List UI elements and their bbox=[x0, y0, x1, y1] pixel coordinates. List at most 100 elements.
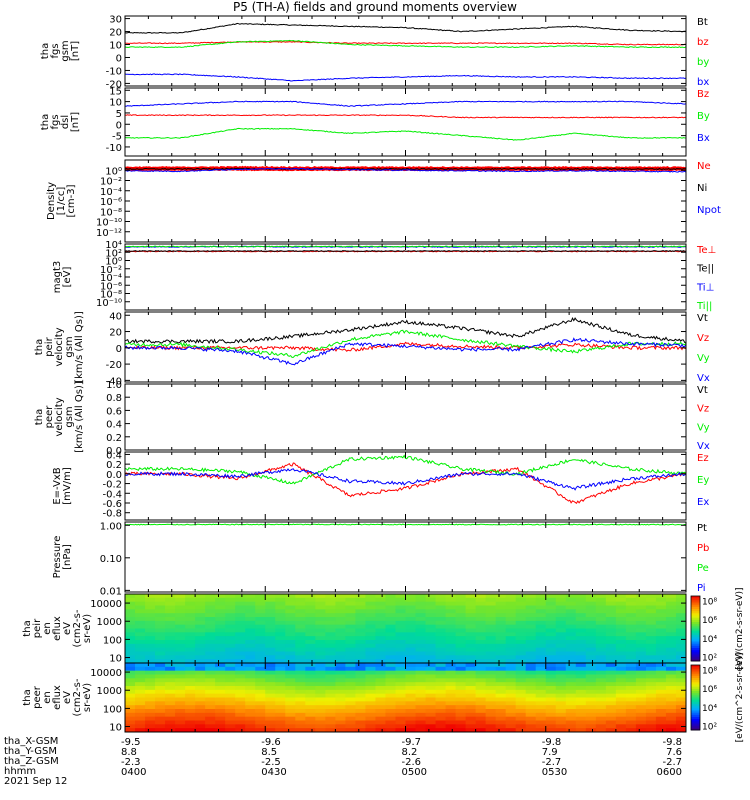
spectrogram-cell bbox=[375, 709, 387, 714]
spectrogram-cell bbox=[445, 609, 457, 614]
spectrogram-cell bbox=[125, 689, 136, 695]
spectrogram-cell bbox=[355, 682, 367, 687]
spectrogram-cell bbox=[435, 632, 447, 637]
spectrogram-cell bbox=[395, 697, 407, 702]
spectrogram-cell bbox=[285, 632, 296, 637]
spectrogram-cell bbox=[435, 678, 447, 683]
spectrogram-cell bbox=[325, 651, 336, 656]
spectrogram-cell bbox=[405, 643, 417, 649]
legend-pi: Pi bbox=[697, 583, 706, 594]
spectrogram-cell bbox=[445, 670, 457, 676]
spectrogram-cell bbox=[365, 728, 377, 732]
spectrogram-cell bbox=[565, 651, 577, 656]
spectrogram-cell bbox=[605, 640, 617, 645]
spectrogram-cell bbox=[245, 655, 256, 660]
colorbar-segment bbox=[691, 678, 700, 681]
spectrogram-cell bbox=[455, 651, 467, 656]
spectrogram-cell bbox=[175, 636, 186, 641]
spectrogram-cell bbox=[525, 720, 537, 725]
spectrogram-cell bbox=[145, 705, 156, 710]
spectrogram-cell bbox=[535, 709, 547, 714]
spectrogram-cell bbox=[245, 705, 256, 710]
spectrogram-cell bbox=[345, 605, 357, 610]
legend-bx: Bx bbox=[697, 133, 710, 144]
spectrogram-cell bbox=[465, 666, 477, 672]
spectrogram-cell bbox=[465, 613, 477, 618]
y-tick-label: 1.00 bbox=[100, 521, 122, 532]
spectrogram-cell bbox=[515, 712, 527, 718]
spectrogram-cell bbox=[415, 701, 427, 706]
spectrogram-cell bbox=[675, 643, 686, 649]
spectrogram-cell bbox=[215, 697, 226, 702]
spectrogram-cell bbox=[165, 640, 176, 645]
spectrogram-cell bbox=[495, 659, 507, 663]
spectrogram-cell bbox=[235, 636, 246, 641]
spectrogram-cell bbox=[365, 628, 377, 633]
spectrogram-cell bbox=[145, 674, 156, 679]
colorbar-segment bbox=[691, 643, 700, 647]
spectrogram-cell bbox=[405, 613, 417, 618]
spectrogram-cell bbox=[155, 728, 166, 732]
spectrogram-cell bbox=[235, 670, 246, 676]
spectrogram-cell bbox=[515, 636, 527, 641]
spectrogram-cell bbox=[445, 716, 457, 722]
spectrogram-cell bbox=[185, 716, 196, 722]
spectrogram-cell bbox=[535, 724, 547, 729]
spectrogram-cell bbox=[225, 728, 236, 732]
spectrogram-cell bbox=[355, 724, 367, 729]
spectrogram-cell bbox=[295, 720, 306, 725]
series-line-bz bbox=[125, 114, 686, 119]
spectrogram-cell bbox=[225, 620, 236, 626]
spectrogram-cell bbox=[185, 701, 196, 706]
spectrogram-cell bbox=[245, 693, 256, 699]
spectrogram-cell bbox=[655, 720, 667, 725]
spectrogram-cell bbox=[665, 659, 677, 663]
spectrogram-cell bbox=[575, 601, 587, 607]
spectrogram-cell bbox=[375, 720, 387, 725]
spectrogram-cell bbox=[355, 663, 367, 668]
spectrogram-cell bbox=[125, 605, 136, 610]
spectrogram-cell bbox=[275, 728, 286, 732]
spectrogram-cell bbox=[215, 624, 226, 630]
spectrogram-cell bbox=[385, 724, 397, 729]
spectrogram-cell bbox=[545, 666, 557, 672]
spectrogram-cell bbox=[655, 613, 667, 618]
spectrogram-cell bbox=[275, 655, 286, 660]
spectrogram-cell bbox=[165, 678, 176, 683]
spectrogram-cell bbox=[485, 724, 497, 729]
orbit-value: -2.7 bbox=[542, 757, 562, 768]
spectrogram-cell bbox=[575, 674, 587, 679]
spectrogram-cell bbox=[425, 689, 437, 695]
spectrogram-cell bbox=[415, 624, 427, 630]
colorbar-tick-label: 10² bbox=[702, 722, 717, 732]
panel-series-group bbox=[125, 22, 686, 82]
spectrogram-cell bbox=[615, 670, 627, 676]
spectrogram-cell bbox=[375, 628, 387, 633]
spectrogram-cell bbox=[315, 632, 326, 637]
spectrogram-cell bbox=[525, 678, 537, 683]
spectrogram-cell bbox=[355, 701, 367, 706]
spectrogram-cell bbox=[285, 686, 296, 691]
spectrogram-cell bbox=[475, 647, 487, 653]
spectrogram-cell bbox=[265, 605, 276, 610]
spectrogram-cell bbox=[175, 640, 186, 645]
spectrogram-cell bbox=[555, 613, 567, 618]
spectrogram-cell bbox=[515, 689, 527, 695]
spectrogram-cell bbox=[625, 712, 637, 718]
spectrogram-cell bbox=[445, 624, 457, 630]
spectrogram-cell bbox=[285, 701, 296, 706]
spectrogram-cell bbox=[315, 643, 326, 649]
spectrogram-cell bbox=[485, 655, 497, 660]
spectrogram-cell bbox=[185, 670, 196, 676]
spectrogram-cell bbox=[425, 705, 437, 710]
spectrogram-cell bbox=[295, 674, 306, 679]
spectrogram-cell bbox=[555, 659, 567, 663]
spectrogram-cell bbox=[295, 655, 306, 660]
spectrogram-cell bbox=[285, 647, 296, 653]
spectrogram-cell bbox=[585, 620, 597, 626]
spectrogram-cell bbox=[215, 728, 226, 732]
spectrogram-cell bbox=[595, 613, 607, 618]
spectrogram-cell bbox=[645, 632, 657, 637]
spectrogram-cell bbox=[325, 636, 336, 641]
spectrogram-cell bbox=[175, 678, 186, 683]
